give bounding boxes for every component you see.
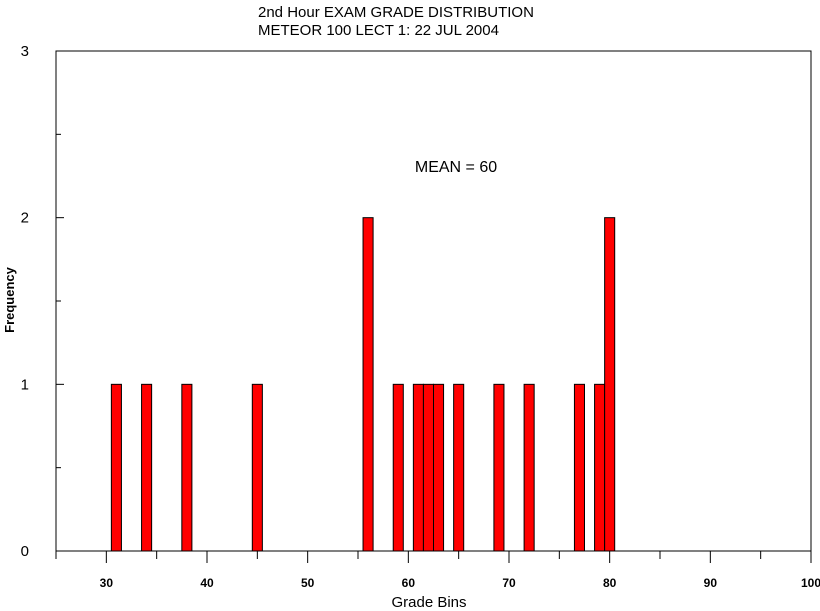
x-tick-label: 100: [801, 576, 820, 590]
y-axis-label: Frequency: [2, 266, 17, 333]
histogram-bar: [493, 383, 505, 552]
y-axis: 0 1 2 3: [21, 43, 64, 560]
histogram-bar: [181, 383, 193, 552]
histogram-bar: [422, 383, 434, 552]
x-axis: 30 40 50 60 70 80 90 100: [55, 551, 820, 590]
y-tick-label: 3: [21, 43, 29, 60]
mean-annotation: MEAN = 60: [415, 159, 497, 176]
histogram-bar: [251, 383, 263, 552]
histogram-bar: [604, 217, 616, 552]
x-tick-label: 70: [502, 576, 516, 590]
x-tick-label: 40: [200, 576, 214, 590]
histogram-bar: [594, 383, 606, 552]
x-tick-label: 60: [402, 576, 416, 590]
histogram-bar: [433, 383, 445, 552]
y-tick-label: 2: [21, 210, 29, 227]
x-tick-label: 50: [301, 576, 315, 590]
histogram-bar: [523, 383, 535, 552]
x-tick-label: 30: [100, 576, 114, 590]
y-tick-label: 0: [21, 543, 29, 560]
y-tick-label: 1: [21, 376, 29, 393]
histogram-bar: [141, 383, 153, 552]
chart-title: 2nd Hour EXAM GRADE DISTRIBUTION: [258, 4, 534, 21]
chart-subtitle: METEOR 100 LECT 1: 22 JUL 2004: [258, 22, 499, 39]
histogram-bar: [412, 383, 424, 552]
histogram-bar: [573, 383, 586, 552]
bars-group: [110, 217, 616, 552]
histogram-bar: [110, 383, 122, 552]
histogram-bar: [362, 217, 374, 552]
histogram-bar: [453, 383, 465, 552]
x-tick-label: 80: [603, 576, 617, 590]
histogram-bar: [392, 383, 404, 552]
x-axis-label: Grade Bins: [391, 594, 466, 611]
x-tick-label: 90: [704, 576, 718, 590]
